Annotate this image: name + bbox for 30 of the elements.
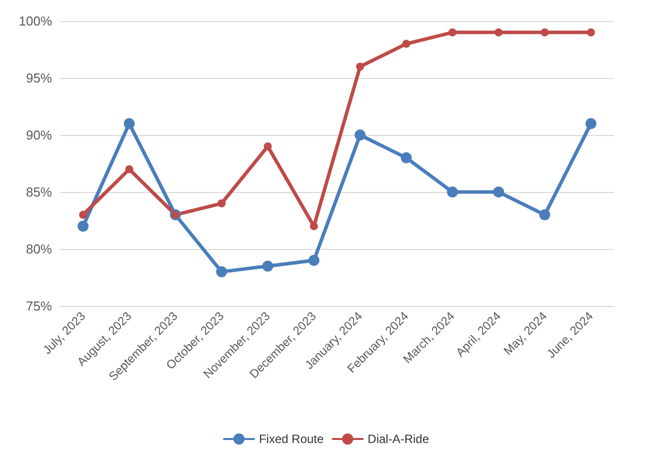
y-tick-label: 80% bbox=[26, 242, 52, 256]
point bbox=[585, 118, 596, 130]
point bbox=[308, 254, 320, 266]
point bbox=[218, 199, 226, 208]
point bbox=[310, 222, 318, 230]
point bbox=[78, 220, 89, 232]
point bbox=[264, 142, 272, 150]
point bbox=[494, 28, 503, 36]
point bbox=[446, 186, 458, 198]
point bbox=[356, 62, 364, 71]
point bbox=[262, 260, 274, 272]
point bbox=[539, 209, 550, 220]
point bbox=[124, 118, 135, 130]
point bbox=[216, 266, 228, 278]
point bbox=[79, 210, 88, 219]
legend-label: Fixed Route bbox=[258, 432, 324, 446]
y-tick-label: 90% bbox=[26, 128, 52, 142]
point bbox=[586, 28, 595, 36]
point bbox=[402, 40, 410, 48]
point bbox=[493, 186, 504, 198]
point bbox=[400, 152, 412, 164]
legend-label: Dial-A-Ride bbox=[368, 432, 430, 446]
y-tick-label: 85% bbox=[26, 184, 52, 200]
point bbox=[540, 28, 549, 36]
point bbox=[354, 130, 366, 140]
y-tick-label: 95% bbox=[26, 70, 52, 86]
y-tick-label: 75% bbox=[26, 298, 52, 314]
point bbox=[125, 165, 134, 174]
y-tick-label: 100% bbox=[18, 14, 52, 28]
point bbox=[448, 28, 456, 36]
